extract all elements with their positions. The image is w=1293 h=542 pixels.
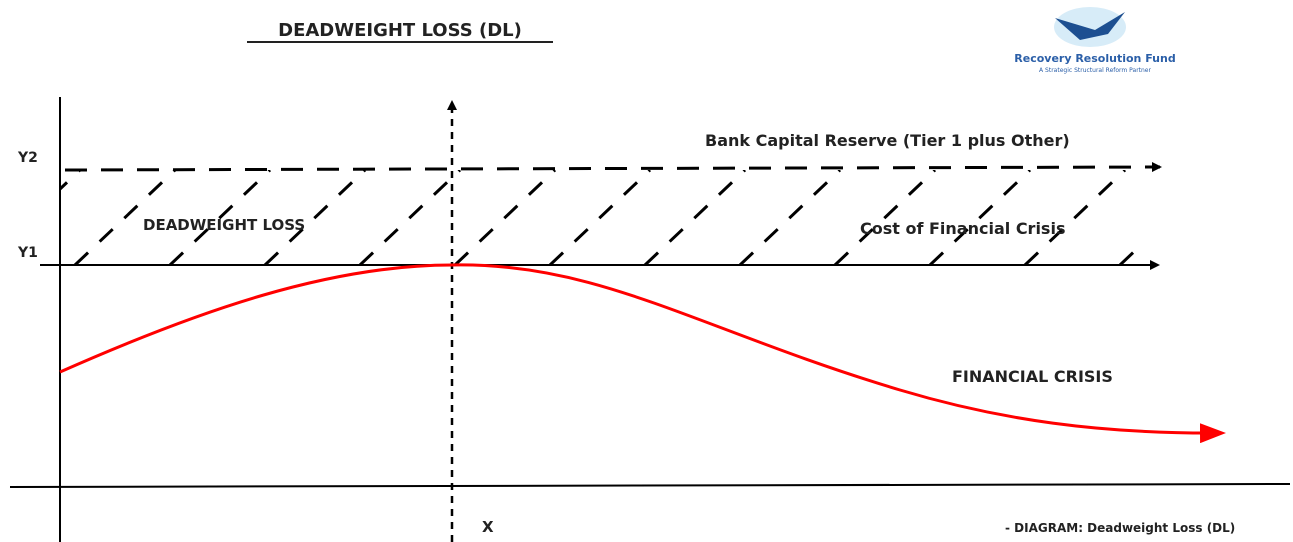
hatch-line <box>1023 170 1127 265</box>
hatch-line <box>1118 243 1140 265</box>
hatch-line <box>548 170 652 265</box>
deadweight-loss-label: DEADWEIGHT LOSS <box>143 216 305 234</box>
hatch-line <box>738 170 842 265</box>
crisis-curve <box>59 263 1226 444</box>
caption: - DIAGRAM: Deadweight Loss (DL) <box>1005 521 1235 535</box>
hatch-line <box>263 170 367 265</box>
hatch-line <box>60 170 82 192</box>
hatch-line <box>73 170 177 265</box>
logo-disc <box>1054 7 1126 47</box>
title: DEADWEIGHT LOSS (DL) <box>278 20 522 41</box>
hatch-line <box>358 170 462 265</box>
hatching <box>60 170 1140 265</box>
y2-label: Y2 <box>17 150 38 166</box>
x-axis <box>9 483 1291 488</box>
financial-crisis-label: FINANCIAL CRISIS <box>952 367 1113 386</box>
bank-capital-label: Bank Capital Reserve (Tier 1 plus Other) <box>705 131 1070 150</box>
logo-bird <box>1055 12 1125 40</box>
hatch-line <box>453 170 557 265</box>
logo: Recovery Resolution Fund A Strategic Str… <box>1014 7 1176 74</box>
y1-label: Y1 <box>17 245 38 261</box>
hatch-line <box>833 170 937 265</box>
x-label: X <box>482 518 494 536</box>
logo-name: Recovery Resolution Fund <box>1014 52 1175 65</box>
hatch-line <box>168 170 272 265</box>
hatch-line <box>928 170 1032 265</box>
y2-line <box>64 162 1162 173</box>
cost-crisis-label: Cost of Financial Crisis <box>860 219 1065 238</box>
hatch-line <box>643 170 747 265</box>
logo-tagline: A Strategic Structural Reform Partner <box>1039 67 1151 74</box>
